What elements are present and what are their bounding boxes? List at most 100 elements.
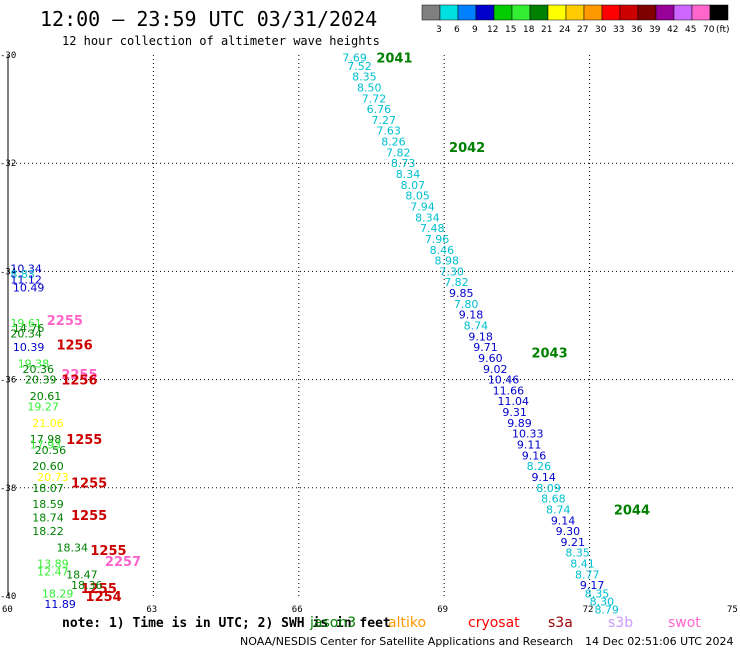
wave-height-value: 8.09 bbox=[536, 482, 561, 495]
wave-height-value: 18.36 bbox=[71, 579, 103, 592]
wave-height-value: 17.98 bbox=[30, 433, 61, 446]
x-tick-label: 69 bbox=[437, 605, 448, 615]
wave-height-value: 18.34 bbox=[56, 541, 88, 554]
plot-area: 60 63 66 69 72 75 -30 -32 -34 -36 -38 -40 2041 2042 2… bbox=[0, 51, 738, 617]
track-id-label: 1255 bbox=[81, 582, 117, 597]
wave-height-value: 9.89 bbox=[507, 417, 532, 430]
wave-height-value: 8.68 bbox=[541, 493, 566, 506]
wave-height-value: 8.98 bbox=[435, 255, 460, 268]
track-id-label: 1255 bbox=[71, 476, 107, 491]
legend-swatch bbox=[529, 4, 549, 21]
legend-swatch bbox=[493, 4, 513, 21]
wave-height-value: 9.60 bbox=[478, 352, 503, 365]
wave-height-value: 8.35 bbox=[565, 547, 590, 560]
wave-height-value: 11.66 bbox=[493, 384, 524, 397]
track-id-label: 1255 bbox=[71, 509, 107, 524]
legend-label: 24 bbox=[559, 25, 571, 35]
x-tick-label: 75 bbox=[727, 605, 738, 615]
wave-height-value: 14.76 bbox=[13, 322, 44, 335]
track-id-label: 2044 bbox=[614, 503, 650, 518]
wave-height-value: 18.07 bbox=[32, 482, 64, 495]
wave-height-value: 9.17 bbox=[580, 579, 605, 592]
wave-height-value: 8.41 bbox=[570, 558, 595, 571]
x-tick-label: 60 bbox=[2, 605, 13, 615]
wave-height-value: 8.77 bbox=[575, 568, 600, 581]
y-tick-label: -38 bbox=[0, 484, 16, 494]
legend-label: 3 bbox=[436, 25, 442, 35]
chart-title: 12:00 — 23:59 UTC 03/31/2024 bbox=[40, 7, 377, 31]
wave-height-value: 7.82 bbox=[444, 276, 469, 289]
wave-height-value: 9.16 bbox=[522, 449, 547, 462]
wave-height-value: 8.74 bbox=[464, 320, 489, 333]
wave-height-value: 7.52 bbox=[347, 60, 372, 73]
wave-height-value: 18.29 bbox=[42, 587, 74, 600]
wave-height-value: 9.31 bbox=[502, 406, 527, 419]
satellite-name: s3b bbox=[608, 615, 633, 631]
wave-height-value: 20.56 bbox=[35, 444, 66, 457]
wave-height-value: 9.18 bbox=[468, 330, 493, 343]
legend-swatch bbox=[709, 4, 729, 21]
track-id-label: 2041 bbox=[376, 52, 412, 67]
legend-label: 45 bbox=[685, 25, 696, 35]
wave-height-value: 11.89 bbox=[44, 598, 76, 611]
wave-height-value: 6.76 bbox=[367, 103, 392, 116]
legend-label: 9 bbox=[472, 25, 478, 35]
track-id-label: 1256 bbox=[56, 338, 92, 353]
legend-label: 42 bbox=[667, 25, 678, 35]
wave-height-value: 18.74 bbox=[32, 512, 64, 525]
track-id-label: 2257 bbox=[105, 555, 141, 570]
legend-label: 18 bbox=[523, 25, 535, 35]
wave-height-value: 19.27 bbox=[27, 401, 58, 414]
wave-height-value: 9.11 bbox=[517, 439, 542, 452]
wave-height-value: 10.39 bbox=[13, 341, 44, 354]
wave-height-value: 8.79 bbox=[594, 604, 619, 617]
track-id-label: 2255 bbox=[61, 368, 97, 383]
legend-label: 6 bbox=[454, 25, 460, 35]
satellite-name: jason3 bbox=[309, 615, 356, 631]
chart-subtitle: 12 hour collection of altimeter wave hei… bbox=[62, 34, 380, 48]
wave-height-value: 7.63 bbox=[376, 125, 401, 138]
wave-height-value: 10.34 bbox=[10, 263, 42, 276]
track-id-label: 1255 bbox=[66, 433, 102, 448]
wave-height-value: 7.96 bbox=[425, 233, 450, 246]
wave-height-value: 10.49 bbox=[13, 282, 44, 295]
wave-height-value: 11.04 bbox=[498, 395, 529, 408]
wave-height-value: 7.82 bbox=[386, 146, 411, 159]
wave-height-value: 11.12 bbox=[10, 274, 42, 287]
legend-swatch bbox=[601, 4, 621, 21]
wave-height-value: 8.46 bbox=[430, 244, 455, 257]
track-id-label: 1256 bbox=[61, 374, 97, 389]
legend-swatch bbox=[619, 4, 639, 21]
wave-height-value: 12.47 bbox=[37, 566, 69, 579]
wave-height-value: 21.06 bbox=[32, 417, 64, 430]
track-labels: 2041204220432044225512562255125612551255… bbox=[47, 52, 650, 605]
wave-height-value: 17.93 bbox=[30, 439, 61, 452]
legend-label: 30 bbox=[595, 25, 607, 35]
footer-note: note: 1) Time is in UTC; 2) SWH is in fe… bbox=[62, 616, 391, 631]
wave-height-value: 18.47 bbox=[66, 568, 98, 581]
footer: note: 1) Time is in UTC; 2) SWH is in fe… bbox=[62, 615, 733, 648]
wave-height-value: 8.30 bbox=[590, 595, 615, 608]
wave-height-value: 8.74 bbox=[546, 503, 571, 516]
footer-credit: NOAA/NESDIS Center for Satellite Applica… bbox=[240, 635, 573, 648]
wave-height-value: 20.36 bbox=[23, 363, 55, 376]
wave-height-value: 18.59 bbox=[32, 498, 64, 511]
wave-height-value: 8.26 bbox=[381, 136, 406, 149]
wave-height-value: 13.89 bbox=[37, 558, 69, 571]
y-tick-label: -34 bbox=[0, 267, 16, 277]
wave-height-value: 19.38 bbox=[18, 357, 50, 370]
legend-label: 33 bbox=[613, 25, 624, 35]
wave-height-value: 8.35 bbox=[585, 587, 610, 600]
legend-swatch bbox=[583, 4, 603, 21]
wave-height-value: 9.14 bbox=[551, 514, 576, 527]
wave-height-value: 20.60 bbox=[32, 460, 64, 473]
legend-label: 27 bbox=[577, 25, 588, 35]
wave-height-value: 20.73 bbox=[37, 471, 69, 484]
wave-height-value: 8.50 bbox=[357, 81, 382, 94]
wave-height-value: 9.02 bbox=[483, 363, 508, 376]
track-id-label: 2255 bbox=[47, 314, 83, 329]
wave-height-value: 7.72 bbox=[362, 92, 387, 105]
legend-label: 15 bbox=[505, 25, 516, 35]
wave-height-value: 9.85 bbox=[449, 287, 474, 300]
wave-height-value: 7.69 bbox=[342, 52, 367, 65]
